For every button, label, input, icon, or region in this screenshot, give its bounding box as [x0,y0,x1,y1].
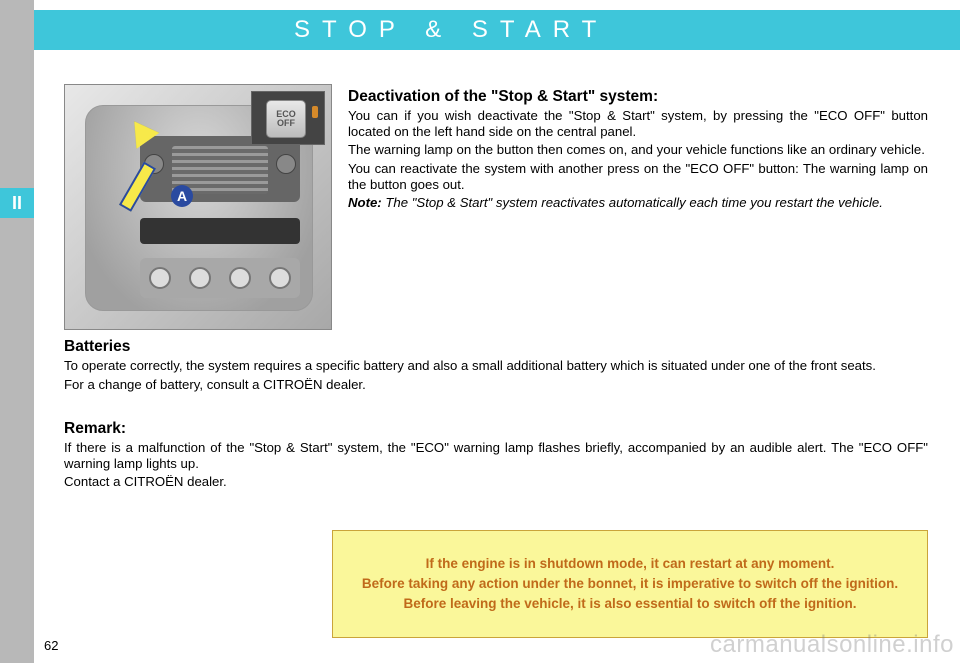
deactivation-heading: Deactivation of the "Stop & Start" syste… [348,88,928,106]
climate-dial [189,267,211,289]
deactivation-section: Deactivation of the "Stop & Start" syste… [348,88,928,214]
deactivation-p2: The warning lamp on the button then come… [348,142,928,158]
warning-line-2: Before taking any action under the bonne… [362,576,898,592]
batteries-p1: To operate correctly, the system require… [64,358,928,374]
deactivation-note: Note: The "Stop & Start" system reactiva… [348,195,928,211]
eco-off-button-graphic: ECO OFF [266,100,306,138]
eco-off-inset: ECO OFF [251,91,325,145]
remark-p1: If there is a malfunction of the "Stop &… [64,440,928,471]
eco-line2: OFF [277,119,295,128]
batteries-heading: Batteries [64,338,928,356]
radio-knob-right [276,154,296,174]
watermark: carmanualsonline.info [710,631,954,659]
remark-section: Remark: If there is a malfunction of the… [64,420,928,493]
page-number: 62 [44,638,58,653]
warning-line-3: Before leaving the vehicle, it is also e… [403,596,856,612]
climate-dial [229,267,251,289]
warning-box: If the engine is in shutdown mode, it ca… [332,530,928,638]
warning-line-1: If the engine is in shutdown mode, it ca… [426,556,835,572]
left-sidebar [0,0,34,663]
remark-heading: Remark: [64,420,928,438]
batteries-section: Batteries To operate correctly, the syst… [64,338,928,395]
climate-dial [149,267,171,289]
chapter-tab: II [0,188,34,218]
note-label: Note: [348,195,382,210]
remark-p2: Contact a CITROËN dealer. [64,474,928,490]
deactivation-p1: You can if you wish deactivate the "Stop… [348,108,928,139]
eco-led-icon [312,106,318,118]
note-body: The "Stop & Start" system reactivates au… [382,195,883,210]
climate-dial [269,267,291,289]
display-slot [140,218,300,244]
callout-label-a: A [171,185,193,207]
deactivation-p3: You can reactivate the system with anoth… [348,161,928,192]
title-band: STOP & START [34,10,960,50]
dashboard-illustration: A ECO OFF [64,84,332,330]
page-title: STOP & START [34,16,608,44]
climate-panel [140,258,300,298]
batteries-p2: For a change of battery, consult a CITRO… [64,377,928,393]
